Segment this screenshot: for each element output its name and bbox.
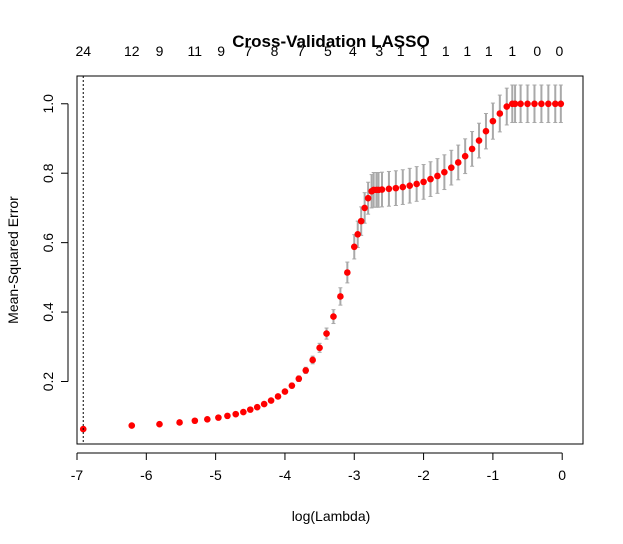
top-axis-label: 24 [75,43,91,59]
y-tick-label: 0.4 [40,302,56,322]
data-point [392,184,400,192]
data-point [551,100,559,108]
top-axis-label: 1 [420,43,428,59]
data-point [557,100,565,108]
data-point [323,330,330,337]
data-point [399,183,407,191]
y-tick-label: 0.2 [40,372,56,392]
data-point [232,410,240,418]
data-point [274,393,282,400]
x-tick-label: -5 [209,467,222,483]
x-tick-label: -6 [140,467,153,483]
top-axis-label: 0 [556,43,564,59]
top-axis-label: 1 [463,43,471,59]
top-axis-label: 1 [508,43,516,59]
data-point [511,100,519,108]
data-point [288,382,296,389]
data-point [538,100,545,108]
top-axis-label: 1 [485,43,493,59]
data-point [224,412,231,420]
data-point [545,100,552,108]
data-point [427,175,434,183]
y-tick-label: 0.8 [40,163,56,183]
data-point [413,180,420,188]
x-axis-label: log(Lambda) [292,508,371,524]
data-point [215,414,222,421]
data-point [204,416,211,423]
data-point [496,110,504,117]
data-point [503,103,511,110]
data-point [475,137,483,144]
top-axis-label: 1 [442,43,450,59]
data-point [361,204,368,212]
data-point [295,375,303,383]
data-point [281,388,289,395]
data-point [246,406,254,413]
data-point [448,164,455,171]
data-point [406,182,414,190]
data-point [385,185,393,193]
x-tick-label: 0 [558,467,566,483]
data-point [344,269,351,276]
data-point [350,243,358,251]
top-axis-label: 7 [297,43,305,59]
data-point [337,293,344,300]
data-point [302,367,310,374]
chart-title: Cross-Validation LASSO [232,32,429,51]
x-tick-label: -3 [348,467,361,483]
x-tick-label: -4 [279,467,292,483]
y-tick-label: 0.6 [40,233,56,253]
x-axis: -7 -6 -5 -4 -3 -2 -1 0 [71,452,566,483]
data-point [531,100,538,108]
data-point [260,400,268,408]
data-point [240,408,247,416]
data-point [461,152,469,160]
top-axis-nonzero-counts: 24 12 9 11 9 7 8 7 5 4 3 1 1 1 1 1 1 0 0 [75,43,563,59]
data-point [441,168,448,176]
plot-frame [76,75,584,445]
data-point [482,127,490,135]
data-point [354,231,362,238]
data-point [517,100,524,108]
top-axis-label: 4 [349,43,357,59]
data-point [454,159,462,166]
data-point [489,117,497,125]
top-axis-label: 0 [533,43,541,59]
data-point [191,417,199,425]
top-axis-label: 1 [397,43,405,59]
data-point [364,194,372,202]
data-point [378,186,386,193]
data-point [253,403,261,411]
data-point [128,422,136,429]
data-point [176,419,183,426]
y-axis: 0.2 0.4 0.6 0.8 1.0 [40,94,69,392]
top-axis-label: 9 [156,43,164,59]
y-tick-label: 1.0 [40,94,56,114]
data-point [330,313,337,320]
data-point [316,344,323,352]
top-axis-label: 5 [324,43,332,59]
data-point [267,397,275,404]
data-point [434,172,441,180]
top-axis-label: 12 [124,43,140,59]
top-axis-label: 8 [271,43,279,59]
data-point [468,145,476,153]
data-points [79,100,565,433]
data-point [524,100,531,108]
x-tick-label: -1 [487,467,500,483]
top-axis-label: 11 [188,43,203,59]
top-axis-label: 3 [375,43,383,59]
top-axis-label: 7 [244,43,252,59]
data-point [357,217,365,225]
data-point [420,178,427,186]
top-axis-label: 9 [217,43,225,59]
x-tick-label: -7 [71,467,84,483]
data-point [156,420,163,428]
data-point [309,356,316,364]
y-axis-label: Mean-Squared Error [5,196,21,324]
x-tick-label: -2 [417,467,430,483]
